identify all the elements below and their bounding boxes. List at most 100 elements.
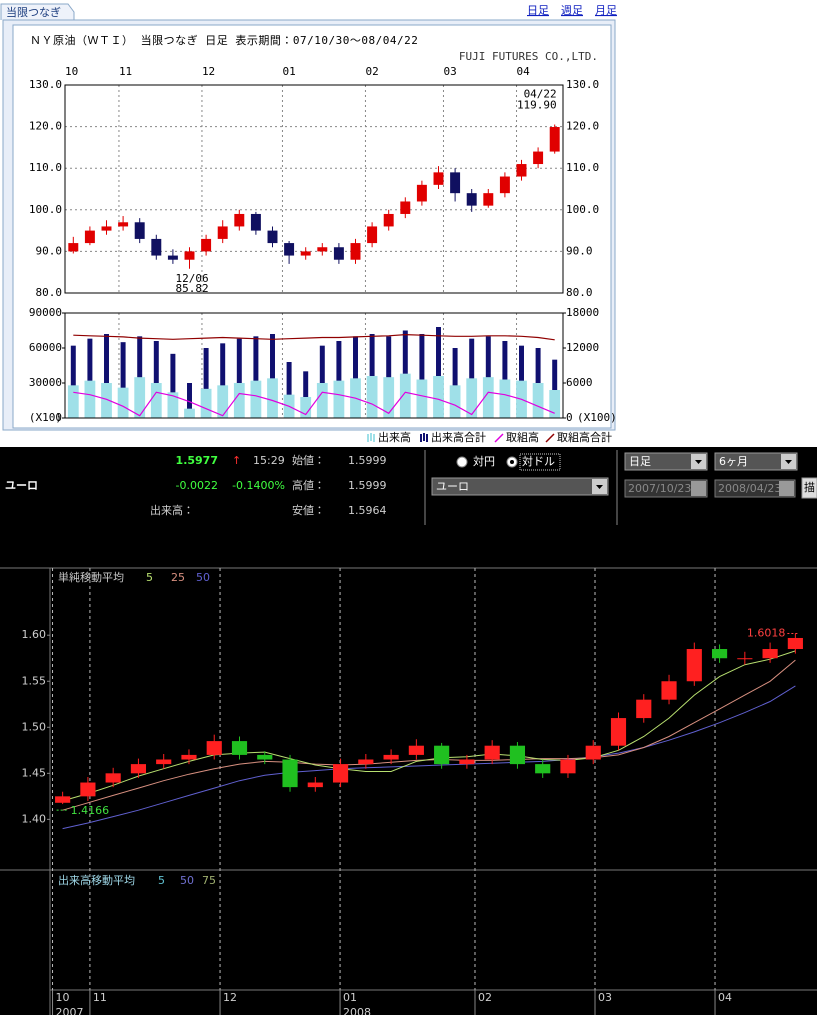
candle-body — [509, 745, 526, 765]
y2-tick-label: 130.0 — [566, 78, 599, 91]
candle-body — [118, 222, 129, 227]
x-tick-label: 10 — [65, 65, 78, 78]
date-from[interactable] — [624, 479, 708, 498]
link-monthly[interactable]: 月足 — [595, 4, 617, 17]
volume-bar — [253, 336, 259, 418]
volume-bar — [153, 341, 159, 418]
legend-label: 25 — [171, 571, 185, 584]
select-arrow — [779, 481, 794, 496]
candle-body — [332, 764, 349, 783]
volume-bar — [120, 342, 126, 418]
candle-body — [434, 745, 450, 765]
y-tick-label: 90000 — [29, 306, 62, 319]
candle-body — [181, 754, 197, 760]
candle-body — [661, 681, 677, 700]
open-label: 始値： — [292, 453, 325, 467]
legend-label: 出来高合計 — [431, 430, 486, 444]
volume-bar — [101, 383, 112, 418]
y2-tick-label: 90.0 — [566, 244, 593, 257]
x-tick-label: 10 — [56, 991, 70, 1004]
low-value: 1.5964 — [348, 504, 387, 517]
y2-tick-label: 18000 — [566, 306, 599, 319]
candle-body — [408, 745, 424, 755]
candle-body — [130, 764, 147, 774]
annotation-price: 1.6018 — [747, 627, 786, 640]
candle-body — [68, 243, 79, 252]
volume-bar — [416, 379, 428, 418]
legend-swatch — [426, 434, 428, 442]
annotation-date: 12/06 — [176, 272, 209, 285]
candle-body — [516, 164, 527, 177]
candle-body — [55, 796, 71, 803]
candle-body — [737, 658, 753, 660]
volume-bar — [319, 345, 325, 418]
candle-body — [284, 243, 295, 256]
volume-bar — [84, 380, 96, 418]
y2-tick-label: 0 — [566, 411, 573, 424]
candle-body — [267, 230, 278, 244]
volume-bar — [167, 392, 179, 418]
volume-bar — [134, 377, 146, 418]
year-label: 2008 — [343, 1006, 371, 1015]
time: 15:29 — [253, 454, 285, 467]
x-tick-label: 03 — [443, 65, 456, 78]
candle-body — [483, 193, 494, 206]
legend-swatch — [423, 433, 425, 441]
currency-select[interactable] — [431, 477, 609, 496]
volume-bar — [267, 378, 278, 418]
volume-bar — [270, 334, 275, 418]
currency-value: ユーロ — [436, 480, 469, 493]
y-tick-label: 60000 — [29, 341, 62, 354]
volume-bar — [316, 383, 328, 418]
candle-body — [134, 222, 145, 239]
date-to[interactable] — [714, 479, 796, 498]
legend-swatch — [367, 434, 369, 442]
volume-bar — [220, 343, 226, 418]
candle-body — [300, 251, 311, 256]
x-tick-label: 11 — [119, 65, 132, 78]
y-tick-label: 110.0 — [29, 161, 62, 174]
candle-body — [217, 226, 228, 239]
candle-body — [358, 759, 374, 765]
volume-bar — [452, 348, 458, 418]
annotation-date: 04/22 — [524, 88, 557, 101]
candle-body — [636, 699, 652, 719]
draw-button[interactable] — [801, 477, 817, 499]
candle-body — [80, 782, 96, 797]
x-tick-label: 11 — [93, 991, 107, 1004]
x-tick-label: 01 — [343, 991, 357, 1004]
tab[interactable]: 当限つなぎ — [6, 5, 61, 19]
volume-bar — [433, 376, 444, 418]
link-daily[interactable]: 日足 — [527, 4, 549, 17]
volume-bar — [67, 385, 79, 418]
radio-dollar-label[interactable]: 対ドル — [522, 455, 555, 468]
volume-bar — [286, 362, 292, 418]
candle-body — [466, 193, 477, 206]
legend-swatch — [370, 433, 372, 441]
x-tick-label: 04 — [718, 991, 732, 1004]
volume-bar — [104, 334, 109, 418]
draw-button-label[interactable]: 描 — [804, 480, 815, 494]
candle-body — [234, 213, 245, 227]
candle-body — [560, 759, 576, 774]
candle-body — [533, 151, 544, 165]
arrow-icon — [596, 485, 603, 489]
change-percent: -0.1400% — [232, 479, 285, 492]
volume-bar — [336, 341, 342, 418]
volume-bar — [482, 377, 494, 418]
price: 1.5977 — [176, 454, 218, 467]
radio-yen[interactable] — [456, 456, 468, 468]
candle-body — [762, 649, 778, 659]
radio-yen-label[interactable]: 対円 — [473, 455, 495, 468]
arrow-icon — [785, 460, 792, 464]
period-select[interactable] — [624, 452, 708, 471]
range-select[interactable] — [714, 452, 798, 471]
candle-body — [383, 213, 394, 227]
legend-swatch — [373, 434, 375, 442]
legend-label: 出来高 — [378, 430, 411, 444]
low-label: 安値： — [292, 504, 325, 517]
link-weekly[interactable]: 週足 — [561, 4, 583, 17]
candle-body — [549, 127, 560, 152]
x-tick-label: 02 — [478, 991, 492, 1004]
